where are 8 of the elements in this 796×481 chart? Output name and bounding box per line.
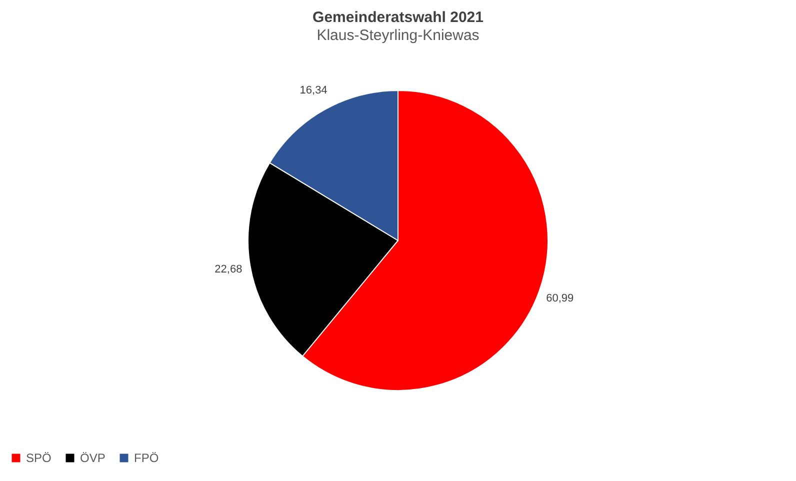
data-label: 22,68 xyxy=(214,263,242,276)
legend-label: ÖVP xyxy=(80,451,106,465)
legend-label: SPÖ xyxy=(26,451,52,465)
chart-subtitle: Klaus-Steyrling-Kniewas xyxy=(316,27,480,44)
chart-title: Gemeinderatswahl 2021 xyxy=(312,9,484,26)
data-label: 16,34 xyxy=(300,84,328,97)
data-label: 60,99 xyxy=(546,292,574,305)
legend-label: FPÖ xyxy=(134,451,159,465)
